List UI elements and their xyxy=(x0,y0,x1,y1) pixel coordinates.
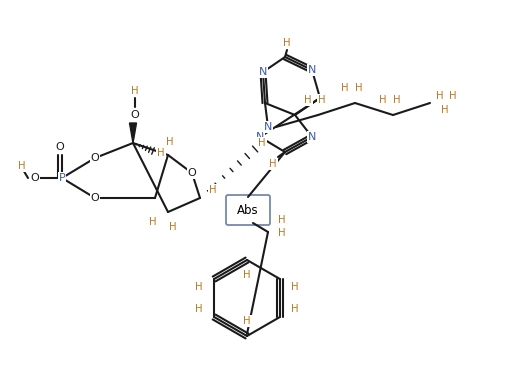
Text: H: H xyxy=(393,95,401,105)
Text: Abs: Abs xyxy=(237,203,259,217)
Text: N: N xyxy=(308,132,316,142)
Text: N: N xyxy=(264,122,272,132)
Text: O: O xyxy=(130,110,139,120)
Text: O: O xyxy=(187,168,196,178)
Text: H: H xyxy=(283,38,291,48)
Text: O: O xyxy=(91,153,99,163)
Text: H: H xyxy=(131,86,139,96)
Text: N: N xyxy=(259,67,267,77)
Text: H: H xyxy=(291,304,299,314)
Text: H: H xyxy=(169,222,177,232)
Text: N: N xyxy=(256,132,264,142)
Text: H: H xyxy=(157,148,165,158)
Text: H: H xyxy=(166,137,174,147)
Text: O: O xyxy=(91,193,99,203)
Text: H: H xyxy=(304,95,312,105)
Text: H: H xyxy=(278,228,286,238)
Text: H: H xyxy=(243,316,251,326)
Polygon shape xyxy=(129,123,137,143)
Text: N: N xyxy=(308,65,316,75)
Text: H: H xyxy=(441,105,449,115)
Text: H: H xyxy=(291,282,299,292)
Text: H: H xyxy=(243,270,251,280)
Text: H: H xyxy=(18,161,26,171)
Text: P: P xyxy=(59,173,65,183)
Text: H: H xyxy=(341,83,349,93)
Text: H: H xyxy=(278,215,286,225)
Text: H: H xyxy=(318,95,326,105)
Text: H: H xyxy=(195,304,203,314)
FancyBboxPatch shape xyxy=(226,195,270,225)
Text: H: H xyxy=(195,282,203,292)
Text: H: H xyxy=(258,138,266,148)
Text: H: H xyxy=(209,185,217,195)
Text: O: O xyxy=(55,142,64,152)
Text: H: H xyxy=(379,95,386,105)
Text: H: H xyxy=(436,91,444,101)
Text: O: O xyxy=(31,173,40,183)
Text: H: H xyxy=(269,159,277,169)
Text: H: H xyxy=(449,91,457,101)
Text: H: H xyxy=(149,217,157,227)
Text: H: H xyxy=(355,83,363,93)
